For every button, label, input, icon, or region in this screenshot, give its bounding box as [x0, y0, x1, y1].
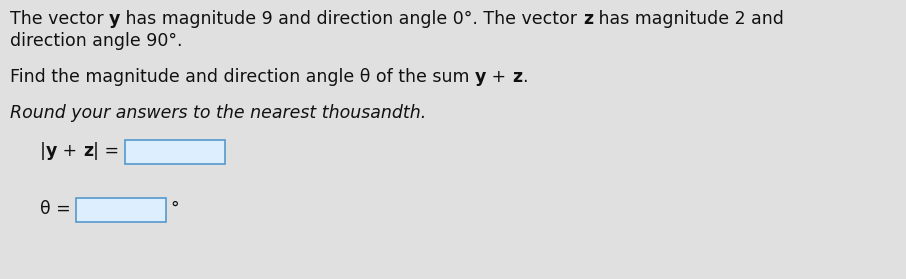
- Text: |: |: [40, 142, 46, 160]
- Text: +: +: [57, 142, 83, 160]
- Text: °: °: [170, 200, 178, 218]
- Text: z: z: [512, 68, 522, 86]
- Text: Find the magnitude and direction angle θ of the sum: Find the magnitude and direction angle θ…: [10, 68, 475, 86]
- Bar: [125, 140, 225, 164]
- Text: +: +: [487, 68, 512, 86]
- Text: direction angle 90°.: direction angle 90°.: [10, 32, 182, 50]
- Text: z: z: [83, 142, 93, 160]
- Text: θ =: θ =: [40, 200, 76, 218]
- Bar: [76, 198, 166, 222]
- Text: | =: | =: [93, 142, 125, 160]
- Text: y: y: [109, 10, 120, 28]
- Text: z: z: [583, 10, 593, 28]
- Text: .: .: [522, 68, 527, 86]
- Text: has magnitude 9 and direction angle 0°. The vector: has magnitude 9 and direction angle 0°. …: [120, 10, 583, 28]
- Text: has magnitude 2 and: has magnitude 2 and: [593, 10, 784, 28]
- Text: The vector: The vector: [10, 10, 109, 28]
- Text: y: y: [475, 68, 487, 86]
- Text: Round your answers to the nearest thousandth.: Round your answers to the nearest thousa…: [10, 104, 426, 122]
- Text: y: y: [46, 142, 57, 160]
